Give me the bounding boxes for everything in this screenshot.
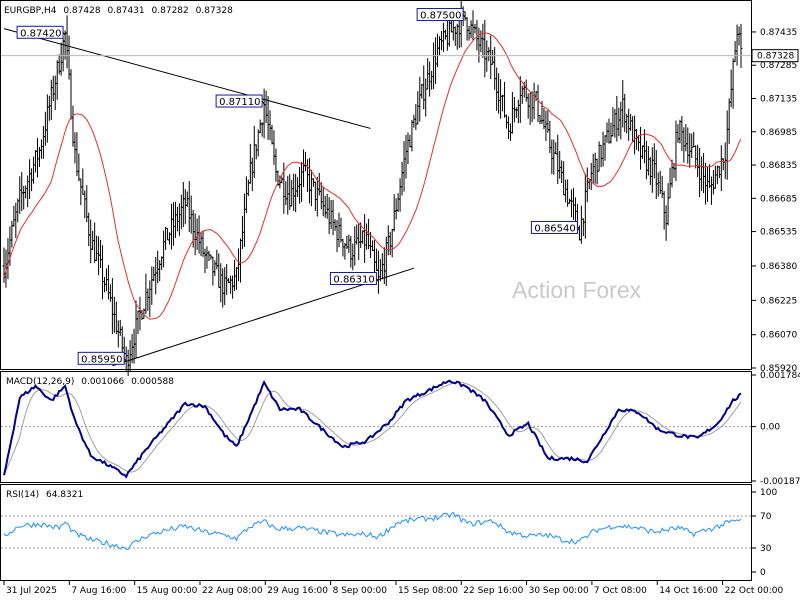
price-y-tick-label: 0.86835 bbox=[760, 161, 797, 171]
rsi-y-tick-label: 70 bbox=[760, 512, 772, 522]
annotation-box bbox=[530, 220, 578, 234]
price-y-tick-label: 0.86685 bbox=[760, 194, 797, 204]
rsi-name: RSI(14) bbox=[6, 490, 39, 500]
price-y-tick-label: 0.87435 bbox=[760, 28, 797, 38]
x-tick-label: 15 Aug 00:00 bbox=[137, 586, 198, 596]
macd-main-line bbox=[3, 379, 742, 479]
price-bar bbox=[739, 23, 743, 69]
annotation-box bbox=[329, 271, 377, 285]
annotation-label: 0.87420 bbox=[20, 28, 61, 39]
price-y-tick-label: 0.86985 bbox=[760, 128, 797, 138]
header-high: 0.87431 bbox=[107, 6, 144, 16]
annotation-box bbox=[215, 94, 263, 108]
x-tick-label: 7 Oct 08:00 bbox=[594, 586, 647, 596]
x-tick-label: 22 Sep 16:00 bbox=[463, 586, 523, 596]
header-low: 0.87282 bbox=[152, 6, 189, 16]
current-price-label: 0.87328 bbox=[757, 52, 794, 62]
rsi-legend: RSI(14) 64.8321 bbox=[6, 490, 83, 500]
rsi-y-tick-label: 100 bbox=[760, 488, 777, 498]
current-price-box bbox=[751, 49, 799, 63]
macd-y-tick-label: 0.001784 bbox=[760, 371, 800, 381]
price-y-tick-label: 0.86535 bbox=[760, 228, 797, 238]
x-tick-label: 8 Sep 00:00 bbox=[333, 586, 388, 596]
rsi-pane bbox=[0, 484, 752, 581]
price-y-tick-label: 0.87135 bbox=[760, 94, 797, 104]
macd-legend: MACD(12,26,9) 0.001066 0.000588 bbox=[6, 377, 174, 387]
annotation-label: 0.86540 bbox=[534, 223, 575, 234]
annotation-label: 0.85950 bbox=[81, 354, 122, 365]
header-open: 0.87428 bbox=[63, 6, 100, 16]
price-y-tick-label: 0.86380 bbox=[760, 262, 797, 272]
annotation-box bbox=[416, 8, 464, 22]
trendline bbox=[3, 28, 371, 129]
annotation-label: 0.87110 bbox=[219, 97, 260, 108]
price-y-tick-label: 0.85920 bbox=[760, 364, 797, 374]
header-symbol: EURGBP,H4 bbox=[4, 6, 57, 16]
rsi-value: 64.8321 bbox=[46, 490, 83, 500]
x-tick-label: 31 Jul 2025 bbox=[6, 586, 57, 596]
macd-y-tick-label: -0.001879 bbox=[760, 477, 800, 487]
macd-y-tick-label: 0.00 bbox=[760, 423, 780, 433]
macd-signal-line bbox=[3, 381, 742, 476]
annotation-label: 0.86310 bbox=[333, 274, 374, 285]
macd-value-main: 0.001066 bbox=[81, 377, 124, 387]
header-close: 0.87328 bbox=[196, 6, 233, 16]
macd-value-signal: 0.000588 bbox=[131, 377, 174, 387]
watermark: Action Forex bbox=[512, 277, 642, 303]
x-tick-label: 22 Oct 00:00 bbox=[725, 586, 784, 596]
moving-average-line bbox=[3, 32, 742, 320]
x-tick-label: 29 Aug 16:00 bbox=[267, 586, 328, 596]
x-tick-label: 7 Aug 16:00 bbox=[71, 586, 126, 596]
rsi-line bbox=[3, 511, 742, 550]
annotation-box bbox=[77, 351, 125, 365]
price-y-tick-label: 0.86225 bbox=[760, 296, 797, 306]
annotation-box bbox=[16, 25, 64, 39]
price-y-tick-label: 0.87285 bbox=[760, 61, 797, 71]
x-tick-label: 30 Sep 00:00 bbox=[529, 586, 589, 596]
header-legend: EURGBP,H4 0.87428 0.87431 0.87282 0.8732… bbox=[4, 6, 233, 16]
x-tick-label: 14 Oct 16:00 bbox=[659, 586, 718, 596]
price-y-tick-label: 0.86070 bbox=[760, 331, 797, 341]
x-tick-label: 22 Aug 08:00 bbox=[202, 586, 263, 596]
rsi-y-tick-label: 30 bbox=[760, 544, 772, 554]
x-tick-label: 15 Sep 08:00 bbox=[398, 586, 458, 596]
rsi-y-tick-label: 0 bbox=[760, 568, 766, 578]
macd-name: MACD(12,26,9) bbox=[6, 377, 74, 387]
annotation-label: 0.87500 bbox=[420, 11, 461, 22]
